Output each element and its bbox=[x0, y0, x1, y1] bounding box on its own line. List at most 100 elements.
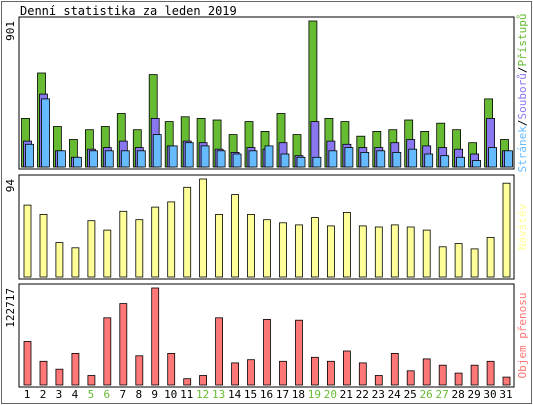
bar-stranek-4 bbox=[73, 156, 82, 168]
bar-stranek-8 bbox=[136, 150, 146, 168]
bar-navstev-18 bbox=[295, 224, 303, 278]
bar-navstev-8 bbox=[135, 219, 144, 278]
x-tick-label-26: 26 bbox=[420, 388, 433, 401]
bar-objem-9 bbox=[151, 287, 160, 386]
bar-navstev-20 bbox=[326, 225, 335, 278]
bar-objem-31 bbox=[502, 376, 511, 386]
bar-navstev-19 bbox=[310, 217, 319, 278]
bar-navstev-3 bbox=[55, 242, 64, 278]
bar-navstev-28 bbox=[454, 243, 463, 278]
bar-navstev-6 bbox=[103, 229, 112, 278]
x-tick-label-25: 25 bbox=[404, 388, 417, 401]
x-tick-label-24: 24 bbox=[388, 388, 402, 401]
x-tick-label-19: 19 bbox=[308, 388, 321, 401]
x-tick-label-15: 15 bbox=[244, 388, 257, 401]
bar-objem-8 bbox=[135, 355, 144, 386]
bar-navstev-25 bbox=[406, 226, 415, 278]
ymax-label-volume: 122717 bbox=[4, 288, 17, 328]
x-tick-label-3: 3 bbox=[56, 388, 63, 401]
chart-title: Denní statistika za leden 2019 bbox=[20, 4, 237, 18]
bar-objem-25 bbox=[406, 370, 415, 386]
bar-navstev-23 bbox=[374, 226, 383, 278]
bar-objem-20 bbox=[326, 360, 335, 386]
bar-objem-17 bbox=[279, 360, 287, 386]
x-tick-label-7: 7 bbox=[119, 388, 126, 401]
bar-stranek-5 bbox=[89, 150, 98, 168]
x-tick-label-2: 2 bbox=[40, 388, 47, 401]
x-tick-label-28: 28 bbox=[451, 388, 464, 401]
ymax-label-hits: 901 bbox=[4, 21, 17, 41]
bar-navstev-2 bbox=[39, 213, 48, 278]
x-tick-label-14: 14 bbox=[228, 388, 242, 401]
x-tick-label-8: 8 bbox=[135, 388, 142, 401]
bar-navstev-26 bbox=[422, 229, 431, 278]
bar-navstev-1 bbox=[23, 204, 32, 278]
bar-objem-4 bbox=[71, 352, 80, 386]
legend-hits: Stránek/Souborů/Přístupů bbox=[516, 14, 529, 173]
legend-stranek: Stránek bbox=[516, 126, 529, 173]
bar-stranek-16 bbox=[264, 145, 274, 168]
bar-navstev-27 bbox=[438, 246, 447, 278]
bar-stranek-9 bbox=[152, 134, 162, 168]
bar-stranek-1 bbox=[25, 143, 34, 168]
bar-stranek-6 bbox=[104, 150, 114, 168]
x-tick-label-16: 16 bbox=[260, 388, 273, 401]
bar-stranek-11 bbox=[184, 142, 194, 168]
x-tick-label-20: 20 bbox=[324, 388, 337, 401]
bar-stranek-24 bbox=[392, 151, 402, 168]
bar-stranek-18 bbox=[296, 156, 306, 168]
bar-navstev-9 bbox=[151, 206, 160, 278]
x-tick-label-17: 17 bbox=[276, 388, 289, 401]
bar-stranek-17 bbox=[280, 153, 290, 168]
bar-navstev-29 bbox=[470, 248, 479, 278]
bar-objem-19 bbox=[310, 356, 319, 386]
bar-objem-26 bbox=[422, 358, 431, 386]
x-tick-label-10: 10 bbox=[164, 388, 177, 401]
bar-objem-14 bbox=[231, 362, 240, 386]
bar-objem-23 bbox=[374, 375, 383, 386]
bar-stranek-10 bbox=[168, 145, 178, 168]
bar-objem-6 bbox=[103, 317, 112, 386]
bar-navstev-31 bbox=[502, 182, 511, 278]
bar-stranek-30 bbox=[488, 147, 498, 168]
bar-stranek-25 bbox=[408, 148, 418, 168]
bar-objem-29 bbox=[470, 364, 479, 386]
x-tick-label-9: 9 bbox=[151, 388, 158, 401]
x-tick-label-18: 18 bbox=[292, 388, 305, 401]
bar-objem-15 bbox=[247, 359, 255, 386]
legend-sep-1: / bbox=[516, 119, 529, 126]
x-tick-label-11: 11 bbox=[180, 388, 193, 401]
x-tick-label-1: 1 bbox=[24, 388, 31, 401]
bar-stranek-2 bbox=[41, 98, 50, 168]
bar-stranek-22 bbox=[360, 151, 370, 168]
bar-stranek-15 bbox=[248, 150, 258, 168]
bar-stranek-7 bbox=[120, 150, 130, 168]
bar-objem-5 bbox=[87, 375, 96, 386]
bar-navstev-5 bbox=[87, 220, 96, 278]
bar-objem-21 bbox=[342, 350, 351, 386]
bar-objem-1 bbox=[23, 341, 32, 386]
legend-volume: Objem přenosu bbox=[516, 292, 529, 378]
bar-objem-27 bbox=[438, 364, 447, 386]
bar-stranek-31 bbox=[504, 150, 513, 168]
bar-objem-24 bbox=[390, 352, 399, 386]
bar-navstev-12 bbox=[199, 178, 208, 278]
x-tick-label-5: 5 bbox=[88, 388, 95, 401]
bar-stranek-23 bbox=[376, 150, 386, 168]
bar-objem-12 bbox=[199, 375, 208, 386]
bar-navstev-24 bbox=[390, 224, 399, 278]
x-tick-label-21: 21 bbox=[340, 388, 353, 401]
bar-navstev-16 bbox=[263, 219, 271, 278]
x-tick-label-27: 27 bbox=[435, 388, 448, 401]
bar-stranek-19 bbox=[312, 156, 322, 168]
bar-navstev-14 bbox=[231, 194, 240, 278]
x-tick-label-23: 23 bbox=[372, 388, 385, 401]
bar-stranek-21 bbox=[344, 147, 354, 168]
legend-sep-2: / bbox=[516, 67, 529, 74]
bar-stranek-27 bbox=[440, 155, 450, 168]
x-tick-label-29: 29 bbox=[467, 388, 480, 401]
x-tick-label-12: 12 bbox=[196, 388, 209, 401]
